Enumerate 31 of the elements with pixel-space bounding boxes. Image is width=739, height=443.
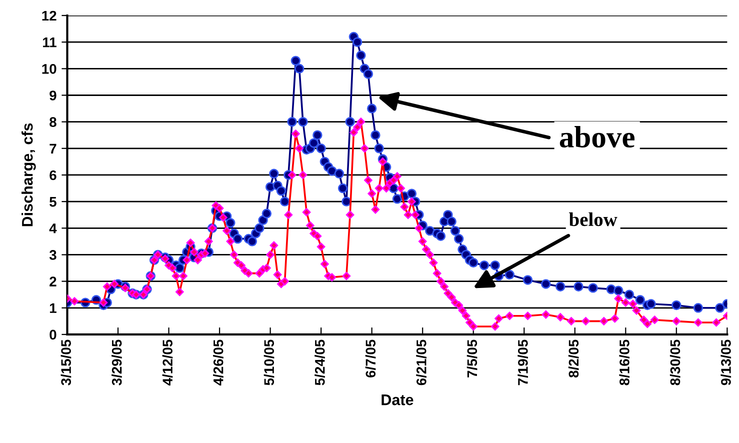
x-tick-label: 4/12/05 <box>162 340 173 386</box>
x-tick-label: 3/15/05 <box>60 340 72 386</box>
y-tick-label: 9 <box>50 90 56 100</box>
y-tick-label: 12 <box>42 10 56 21</box>
y-tick-label: 3 <box>49 250 56 260</box>
x-tick-label: 8/2/05 <box>568 340 579 378</box>
y-tick-label: 0 <box>50 330 56 340</box>
x-tick-label: 3/29/05 <box>112 340 122 386</box>
y-tick-label: 11 <box>43 38 56 48</box>
y-tick-label: 8 <box>50 117 56 127</box>
x-tick-label: 5/24/05 <box>314 340 325 386</box>
y-tick-label: 4 <box>49 224 57 234</box>
y-tick-label: 5 <box>50 197 56 207</box>
x-tick-label: 4/26/05 <box>213 340 224 386</box>
x-axis-title: Date <box>382 394 414 406</box>
y-tick-label: 7 <box>50 144 56 154</box>
y-tick-label: 1 <box>50 303 56 313</box>
annotation: below <box>569 212 618 226</box>
y-tick-label: 10 <box>42 64 56 74</box>
annotation: above <box>560 126 634 148</box>
x-tick-label: 9/13/05 <box>720 340 732 386</box>
x-tick-label: 5/10/05 <box>264 340 274 386</box>
x-tick-label: 7/19/05 <box>518 340 528 386</box>
x-tick-label: 8/16/05 <box>619 340 630 386</box>
x-tick-label: 6/21/05 <box>416 340 426 386</box>
x-tick-label: 6/7/05 <box>365 340 376 378</box>
y-tick-label: 6 <box>50 170 56 180</box>
x-tick-label: 7/5/05 <box>466 340 478 378</box>
y-tick-label: 2 <box>50 276 56 286</box>
x-tick-label: 8/30/05 <box>670 340 680 386</box>
y-axis-title: Discharge, cfs <box>22 123 36 226</box>
